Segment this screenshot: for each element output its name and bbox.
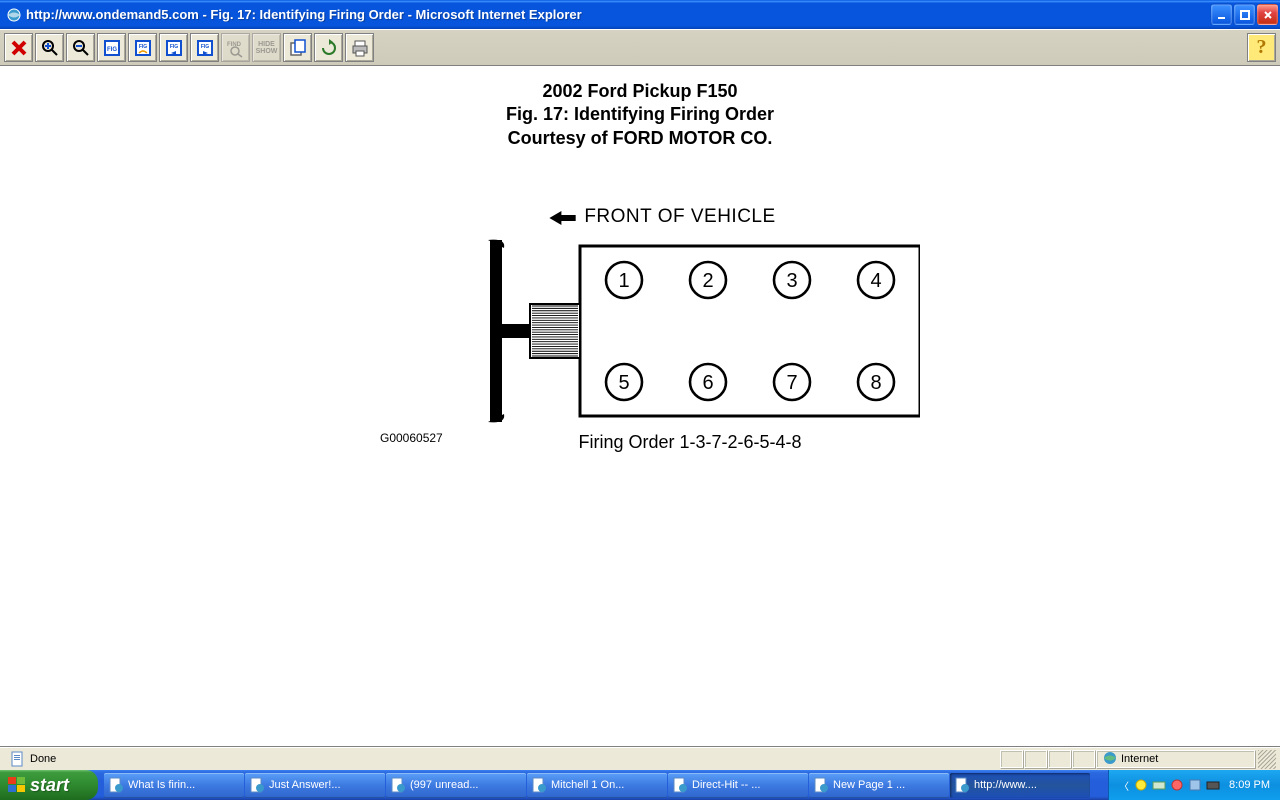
- toolbar-refresh-button[interactable]: [314, 33, 343, 62]
- taskbar-item[interactable]: Mitchell 1 On...: [527, 773, 667, 798]
- firing-order-caption: Firing Order 1-3-7-2-6-5-4-8: [480, 432, 900, 453]
- heading-line-3: Courtesy of FORD MOTOR CO.: [0, 127, 1280, 150]
- resize-grip[interactable]: [1258, 750, 1276, 769]
- toolbar-fig-hand-button[interactable]: FIG: [128, 33, 157, 62]
- tray-icon-5[interactable]: [1205, 778, 1221, 792]
- tray-icons: [1133, 778, 1221, 792]
- svg-text:1: 1: [618, 270, 629, 292]
- svg-text:4: 4: [870, 270, 881, 292]
- status-section-main: Done: [4, 750, 1000, 769]
- maximize-button[interactable]: [1234, 4, 1255, 25]
- toolbar-zoom-out-button[interactable]: [66, 33, 95, 62]
- taskbar-item-label: New Page 1 ...: [833, 779, 905, 791]
- ie-page-icon: [390, 777, 406, 793]
- toolbar-fig-view-button[interactable]: FIG: [97, 33, 126, 62]
- ie-page-icon: [108, 777, 124, 793]
- tray-icon-4[interactable]: [1187, 778, 1203, 792]
- taskbar-item[interactable]: Direct-Hit -- ...: [668, 773, 808, 798]
- ie-page-icon: [249, 777, 265, 793]
- taskbar-item[interactable]: http://www....: [950, 773, 1090, 798]
- taskbar-clock[interactable]: 8:09 PM: [1229, 779, 1270, 791]
- svg-text:FIG: FIG: [200, 44, 208, 50]
- taskbar-item-label: Direct-Hit -- ...: [692, 779, 760, 791]
- svg-text:FIG: FIG: [138, 44, 146, 50]
- tray-chevron-icon[interactable]: 〈: [1119, 778, 1129, 793]
- taskbar-item[interactable]: Just Answer!...: [245, 773, 385, 798]
- document-viewport: 2002 Ford Pickup F150 Fig. 17: Identifyi…: [0, 66, 1280, 747]
- taskbar-item[interactable]: What Is firin...: [104, 773, 244, 798]
- taskbar-item-label: What Is firin...: [128, 779, 195, 791]
- tray-icon-1[interactable]: [1133, 778, 1149, 792]
- document-id: G00060527: [380, 431, 443, 445]
- taskbar-item-label: Just Answer!...: [269, 779, 341, 791]
- toolbar-close-button[interactable]: [4, 33, 33, 62]
- tray-icon-2[interactable]: [1151, 778, 1167, 792]
- ie-page-icon: [954, 777, 970, 793]
- toolbar-fig-prev-button[interactable]: FIG: [159, 33, 188, 62]
- svg-text:FIG: FIG: [107, 47, 117, 53]
- firing-order-diagram: FRONT OF VEHICLE 1 2 3 4 5 6 7 8 Firing Order 1…: [380, 206, 900, 453]
- window-title: http://www.ondemand5.com - Fig. 17: Iden…: [26, 7, 1209, 22]
- internet-zone-icon: [1103, 751, 1117, 768]
- svg-text:3: 3: [786, 270, 797, 292]
- minimize-button[interactable]: [1211, 4, 1232, 25]
- svg-text:8: 8: [870, 372, 881, 394]
- taskbar: start What Is firin... Just Answer!... (99…: [0, 770, 1280, 800]
- toolbar-fig-next-button[interactable]: FIG: [190, 33, 219, 62]
- document-heading: 2002 Ford Pickup F150 Fig. 17: Identifyi…: [0, 80, 1280, 150]
- heading-line-1: 2002 Ford Pickup F150: [0, 80, 1280, 103]
- toolbar-copy-button[interactable]: [283, 33, 312, 62]
- toolbar-zoom-in-button[interactable]: [35, 33, 64, 62]
- page-icon: [10, 751, 26, 767]
- front-of-vehicle-label: FRONT OF VEHICLE: [428, 206, 900, 228]
- svg-text:5: 5: [618, 372, 629, 394]
- left-arrow-icon: [550, 207, 581, 228]
- window-titlebar: http://www.ondemand5.com - Fig. 17: Iden…: [0, 0, 1280, 29]
- engine-block-svg: 1 2 3 4 5 6 7 8: [480, 236, 920, 426]
- ie-icon: [6, 7, 22, 23]
- svg-text:FIG: FIG: [169, 44, 177, 50]
- status-bar: Done Internet: [0, 747, 1280, 770]
- toolbar-help-button[interactable]: ?: [1247, 33, 1276, 62]
- app-toolbar: FIG FIG FIG FIG FIND HIDESHOW ?: [0, 29, 1280, 66]
- close-button[interactable]: [1257, 4, 1278, 25]
- toolbar-print-button[interactable]: [345, 33, 374, 62]
- taskbar-items: What Is firin... Just Answer!... (997 unre…: [98, 770, 1108, 800]
- svg-text:2: 2: [702, 270, 713, 292]
- ie-page-icon: [813, 777, 829, 793]
- taskbar-item-label: http://www....: [974, 779, 1037, 791]
- status-zone: Internet: [1096, 750, 1256, 769]
- heading-line-2: Fig. 17: Identifying Firing Order: [0, 103, 1280, 126]
- start-button[interactable]: start: [0, 770, 98, 800]
- svg-text:7: 7: [786, 372, 797, 394]
- taskbar-item[interactable]: New Page 1 ...: [809, 773, 949, 798]
- status-text: Done: [30, 753, 56, 765]
- toolbar-hide-show-button[interactable]: HIDESHOW: [252, 33, 281, 62]
- windows-logo-icon: [8, 777, 26, 793]
- tray-icon-3[interactable]: [1169, 778, 1185, 792]
- svg-text:6: 6: [702, 372, 713, 394]
- taskbar-item-label: (997 unread...: [410, 779, 479, 791]
- toolbar-find-button[interactable]: FIND: [221, 33, 250, 62]
- taskbar-item-label: Mitchell 1 On...: [551, 779, 624, 791]
- system-tray[interactable]: 〈 8:09 PM: [1108, 770, 1280, 800]
- ie-page-icon: [672, 777, 688, 793]
- start-label: start: [30, 775, 69, 796]
- taskbar-item[interactable]: (997 unread...: [386, 773, 526, 798]
- ie-page-icon: [531, 777, 547, 793]
